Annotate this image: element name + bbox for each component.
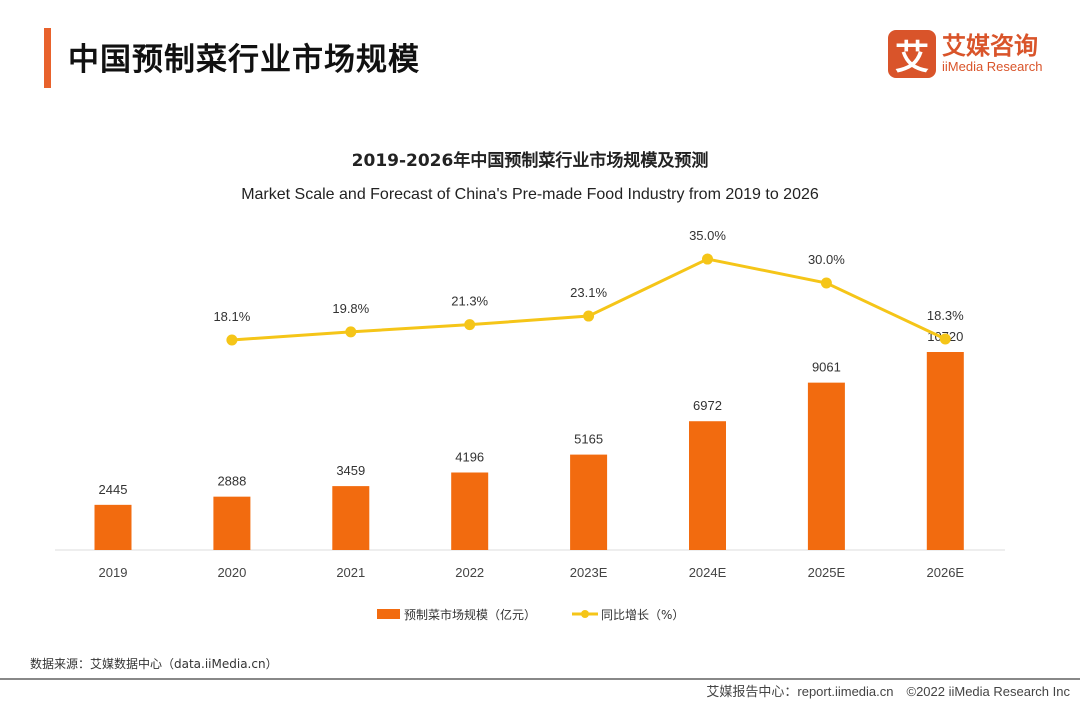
bar	[213, 496, 251, 550]
logo-mark: 艾	[888, 30, 936, 78]
source-note: 数据来源：艾媒数据中心（data.iiMedia.cn）	[30, 657, 278, 671]
growth-label: 18.3%	[927, 308, 964, 323]
logo-cn: 艾媒咨询	[942, 32, 1038, 60]
logo: 艾 艾媒咨询 iiMedia Research	[888, 30, 1042, 78]
bar-label: 4196	[455, 449, 484, 464]
growth-point	[226, 334, 238, 346]
bar-label: 3459	[336, 463, 365, 478]
legend-bar-swatch	[377, 609, 400, 619]
title-accent-bar	[44, 28, 51, 88]
growth-point	[939, 333, 951, 345]
bar-label: 5165	[574, 432, 603, 447]
bar-label: 9061	[812, 360, 841, 375]
bar	[451, 472, 489, 550]
bar	[807, 382, 845, 550]
x-tick-label: 2022	[455, 565, 484, 580]
growth-label: 19.8%	[332, 301, 369, 316]
x-tick-label: 2023E	[570, 565, 608, 580]
logo-en: iiMedia Research	[942, 59, 1043, 74]
bar	[570, 454, 608, 550]
chart-subtitle: Market Scale and Forecast of China's Pre…	[241, 186, 819, 203]
bar	[926, 352, 964, 550]
bar	[94, 504, 132, 550]
bar	[332, 486, 370, 550]
x-tick-label: 2024E	[689, 565, 727, 580]
growth-label: 18.1%	[213, 309, 250, 324]
footer-divider	[0, 678, 1080, 680]
legend-line-label: 同比增长（%）	[601, 608, 684, 622]
page-title: 中国预制菜行业市场规模	[68, 42, 420, 78]
growth-label: 30.0%	[808, 252, 845, 267]
growth-point	[820, 277, 832, 289]
x-tick-label: 2021	[336, 565, 365, 580]
growth-label: 21.3%	[451, 294, 488, 309]
growth-label: 35.0%	[689, 228, 726, 243]
bar	[689, 421, 726, 550]
legend-line-marker	[581, 610, 589, 618]
growth-point	[702, 253, 713, 265]
chart-title: 2019-2026年中国预制菜行业市场规模及预测	[352, 150, 709, 171]
growth-label: 23.1%	[570, 285, 607, 300]
growth-point	[345, 326, 357, 338]
legend-bar-label: 预制菜市场规模（亿元）	[404, 607, 536, 622]
growth-point	[583, 310, 595, 322]
x-tick-label: 2025E	[808, 565, 846, 580]
bar-label: 2888	[217, 474, 246, 489]
footer-text: 艾媒报告中心：report.iimedia.cn ©2022 iiMedia R…	[706, 684, 1070, 699]
x-tick-label: 2019	[99, 565, 128, 580]
x-tick-label: 2026E	[927, 565, 965, 580]
bar-label: 2445	[99, 482, 128, 497]
x-tick-label: 2020	[217, 565, 246, 580]
growth-point	[464, 319, 476, 331]
bar-label: 6972	[693, 398, 722, 413]
